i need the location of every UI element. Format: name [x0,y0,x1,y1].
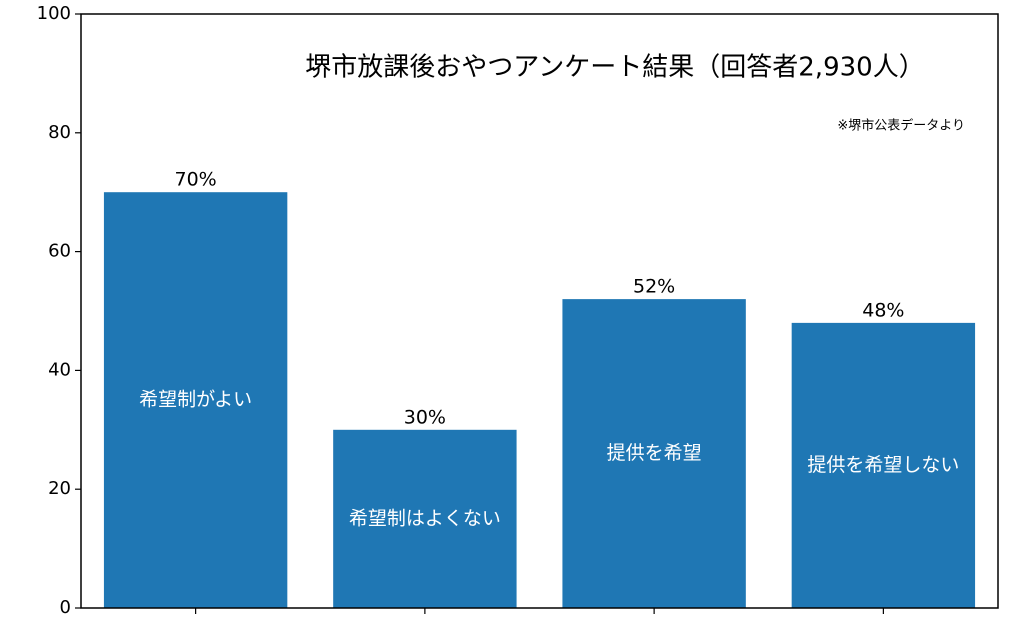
chart-title: 堺市放課後おやつアンケート結果（回答者2,930人） [305,53,924,83]
value-label: 48% [862,299,904,321]
bar [333,429,517,608]
plot-frame [80,13,999,609]
category-label: 希望制がよい [139,389,252,411]
value-label: 52% [633,276,675,298]
category-label: 提供を希望しない [807,454,959,476]
bar [791,322,976,608]
y-tick-label: 40 [48,359,71,380]
y-tick-label: 0 [60,597,71,618]
category-label: 希望制はよくない [349,507,501,529]
category-label: 提供を希望 [607,442,702,464]
chart-note: ※堺市公表データより [837,118,965,134]
y-tick-label: 60 [48,241,71,262]
y-tick-label: 20 [48,478,71,499]
value-label: 30% [404,406,446,428]
y-tick-label: 80 [48,122,71,143]
bar [562,299,746,608]
bar [103,192,288,608]
value-label: 70% [175,169,217,191]
y-tick-label: 100 [37,3,71,24]
